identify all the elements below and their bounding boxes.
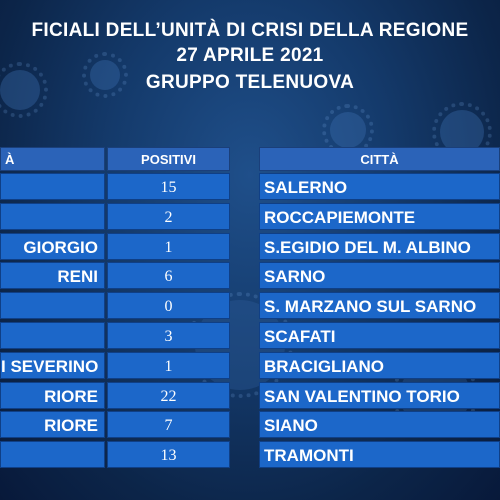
positivi-column-header: POSITIVI bbox=[107, 147, 230, 171]
right-city-cell: SAN VALENTINO TORIO bbox=[259, 382, 500, 409]
left-city-cell: GIORGIO bbox=[0, 233, 105, 260]
header-title: FICIALI DELL’UNITÀ DI CRISI DELLA REGION… bbox=[31, 20, 469, 41]
right-city-cell: SARNO bbox=[259, 262, 500, 289]
positivi-cell: 3 bbox=[107, 322, 230, 349]
header-source: GRUPPO TELENUOVA bbox=[145, 72, 355, 93]
virus-decoration bbox=[0, 62, 48, 118]
right-city-cell: SALERNO bbox=[259, 173, 500, 200]
positivi-cell: 0 bbox=[107, 292, 230, 319]
virus-decoration bbox=[322, 104, 374, 156]
positivi-cell: 1 bbox=[107, 352, 230, 379]
left-city-cell bbox=[0, 292, 105, 319]
right-city-cell: S. MARZANO SUL SARNO bbox=[259, 292, 500, 319]
right-city-cell: BRACIGLIANO bbox=[259, 352, 500, 379]
right-city-cell: ROCCAPIEMONTE bbox=[259, 203, 500, 230]
virus-decoration bbox=[82, 52, 128, 98]
header-date: 27 APRILE 2021 bbox=[176, 45, 324, 66]
positivi-cell: 15 bbox=[107, 173, 230, 200]
right-city-column-header: CITTÀ bbox=[259, 147, 500, 171]
right-city-cell: SCAFATI bbox=[259, 322, 500, 349]
positivi-cell: 1 bbox=[107, 233, 230, 260]
positivi-cell: 22 bbox=[107, 382, 230, 409]
right-city-cell: S.EGIDIO DEL M. ALBINO bbox=[259, 233, 500, 260]
left-city-cell bbox=[0, 203, 105, 230]
left-city-cell bbox=[0, 322, 105, 349]
left-city-cell: RENI bbox=[0, 262, 105, 289]
positivi-cell: 7 bbox=[107, 411, 230, 438]
left-city-cell: RIORE bbox=[0, 411, 105, 438]
left-city-cell: RIORE bbox=[0, 382, 105, 409]
positivi-cell: 2 bbox=[107, 203, 230, 230]
right-city-cell: TRAMONTI bbox=[259, 441, 500, 468]
left-city-cell: I SEVERINO bbox=[0, 352, 105, 379]
left-city-cell bbox=[0, 441, 105, 468]
left-city-cell bbox=[0, 173, 105, 200]
positivi-cell: 6 bbox=[107, 262, 230, 289]
right-city-cell: SIANO bbox=[259, 411, 500, 438]
left-city-column-header: À bbox=[0, 147, 105, 171]
positivi-cell: 13 bbox=[107, 441, 230, 468]
